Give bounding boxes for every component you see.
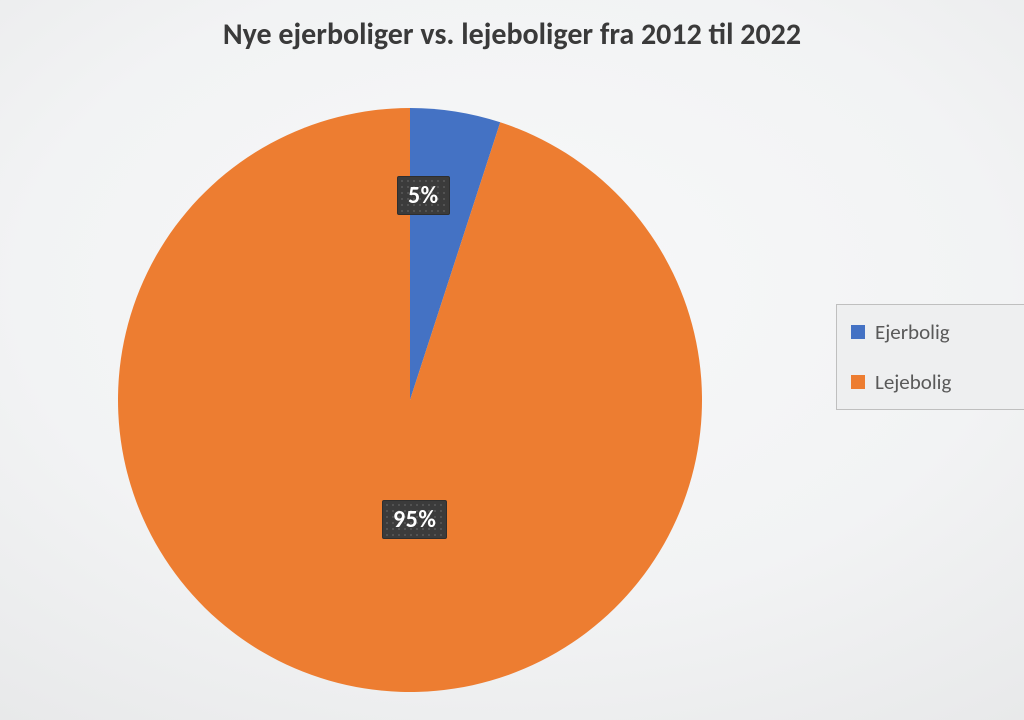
legend-item: Ejerbolig [851, 319, 1021, 345]
legend-swatch [851, 375, 865, 389]
data-label: 95% [382, 500, 447, 539]
chart-canvas: Nye ejerboliger vs. lejeboliger fra 2012… [0, 0, 1024, 720]
chart-title: Nye ejerboliger vs. lejeboliger fra 2012… [0, 16, 1024, 53]
legend-label: Ejerbolig [875, 319, 950, 345]
legend-item: Lejebolig [851, 369, 1021, 395]
legend: Ejerbolig Lejebolig [836, 304, 1024, 410]
legend-swatch [851, 325, 865, 339]
data-label: 5% [397, 176, 450, 215]
legend-label: Lejebolig [875, 369, 951, 395]
